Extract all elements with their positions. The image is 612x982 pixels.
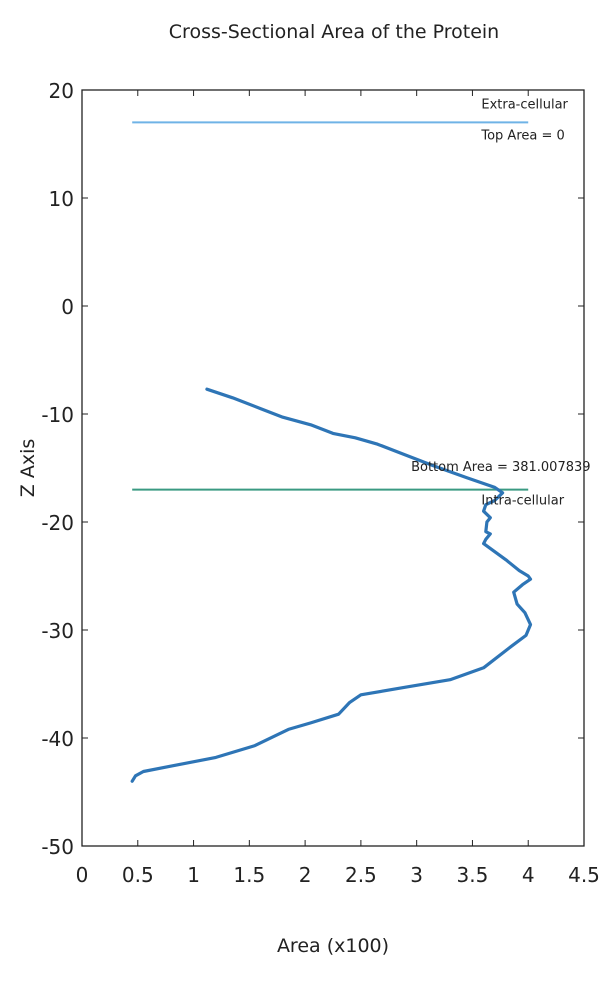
- y-tick-label: 0: [61, 295, 74, 319]
- x-tick-label: 1.5: [233, 863, 265, 887]
- annotation-text: Intra-cellular: [481, 494, 564, 509]
- x-tick-label: 3.5: [457, 863, 489, 887]
- series-group: [130, 387, 533, 783]
- y-ticks: 20 10 0 -10 -20 -30 -40 -50: [41, 79, 584, 859]
- x-ticks: 0 0.5 1 1.5 2 2.5 3 3.5 4 4.5: [76, 90, 600, 887]
- annotation-text: Extra-cellular: [481, 97, 568, 112]
- series-line: [130, 387, 533, 783]
- y-tick-label: -30: [41, 619, 74, 643]
- x-axis-label: Area (x100): [277, 935, 389, 957]
- x-tick-label: 3: [410, 863, 423, 887]
- y-tick-label: -40: [41, 727, 74, 751]
- y-tick-label: -50: [41, 835, 74, 859]
- y-tick-label: -10: [41, 403, 74, 427]
- x-tick-label: 4: [522, 863, 535, 887]
- y-tick-label: -20: [41, 511, 74, 535]
- plot-frame: [81, 89, 585, 847]
- y-axis-label: Z Axis: [17, 439, 39, 497]
- x-tick-label: 2.5: [345, 863, 377, 887]
- y-tick-label: 20: [49, 79, 74, 103]
- x-tick-label: 4.5: [568, 863, 600, 887]
- chart-title: Cross-Sectional Area of the Protein: [169, 21, 499, 43]
- annotations: Extra-cellular Top Area = 0 Bottom Area = …: [411, 97, 590, 508]
- x-tick-label: 0: [76, 863, 89, 887]
- annotation-text: Top Area = 0: [480, 129, 564, 144]
- x-tick-label: 0.5: [122, 863, 154, 887]
- y-tick-label: 10: [49, 187, 74, 211]
- reference-lines: [132, 121, 529, 491]
- x-tick-label: 1: [187, 863, 200, 887]
- annotation-text: Bottom Area = 381.007839: [411, 460, 590, 475]
- x-tick-label: 2: [299, 863, 312, 887]
